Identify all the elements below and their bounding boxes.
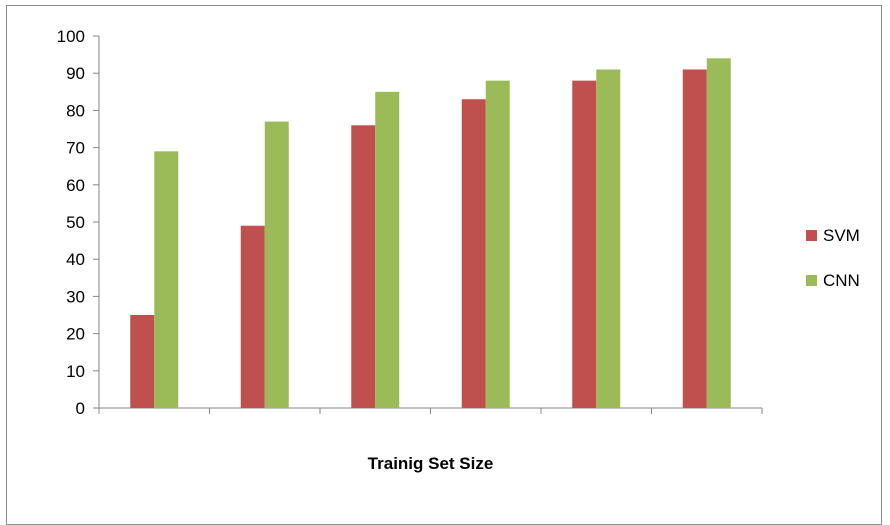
bars	[130, 58, 731, 409]
legend-swatch-svm	[806, 230, 817, 241]
y-tick-label: 40	[66, 250, 85, 269]
bar-cnn-4	[485, 80, 510, 408]
bar-cnn-5	[596, 69, 621, 408]
legend-label-svm: SVM	[823, 226, 860, 245]
legend: SVM CNN	[806, 226, 860, 290]
y-tick-label: 70	[66, 139, 85, 158]
y-tick-label: 20	[66, 325, 85, 344]
y-tick-label: 80	[66, 101, 85, 120]
bar-svm-3	[351, 125, 376, 408]
y-tick-label: 60	[66, 176, 85, 195]
legend-swatch-cnn	[806, 275, 817, 286]
y-tick-label: 30	[66, 287, 85, 306]
y-tick-label: 100	[57, 27, 85, 46]
y-tick-label: 50	[66, 213, 85, 232]
axes	[98, 36, 762, 409]
chart-frame	[6, 5, 882, 525]
legend-label-cnn: CNN	[823, 271, 860, 290]
bar-svm-5	[572, 80, 597, 408]
bar-svm-6	[682, 69, 707, 408]
bar-svm-2	[240, 225, 265, 408]
bar-cnn-1	[154, 151, 179, 408]
bar-svm-1	[130, 315, 155, 408]
y-axis-ticks: 0 10 20 30 40 50 60 70 80 90 100	[57, 27, 763, 418]
bar-cnn-6	[706, 58, 731, 408]
bar-cnn-3	[375, 91, 400, 409]
y-tick-label: 90	[66, 64, 85, 83]
x-axis-title: Trainig Set Size	[368, 454, 494, 473]
y-tick-label: 10	[66, 362, 85, 381]
bar-cnn-2	[264, 121, 289, 408]
bar-svm-4	[461, 99, 486, 409]
y-tick-label: 0	[76, 399, 85, 418]
